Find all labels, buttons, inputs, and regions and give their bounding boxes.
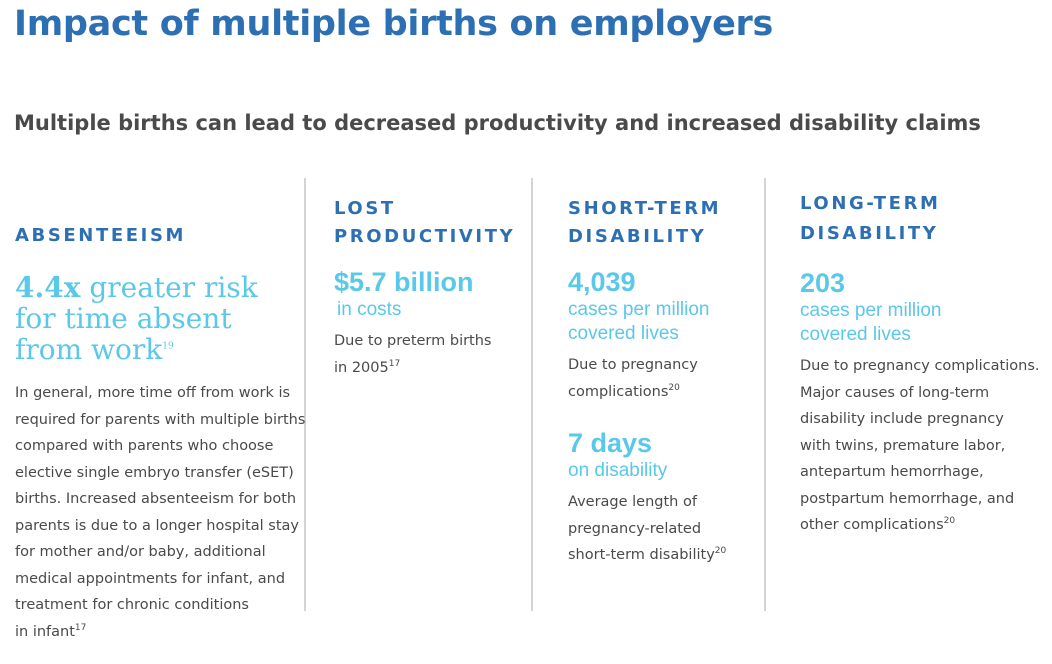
heading-line: LONG-TERM [800, 193, 941, 214]
body-line: treatment for chronic conditions [15, 597, 249, 613]
stat-sub-line: cases per million [568, 299, 710, 320]
body-line: other complications [800, 517, 944, 533]
body-line: compared with parents who choose [15, 438, 274, 454]
page-subtitle: Multiple births can lead to decreased pr… [14, 111, 981, 135]
footnote-ref: 20 [714, 546, 727, 557]
absenteeism-stat-text: for time absent [15, 302, 232, 335]
lost-productivity-column: LOST PRODUCTIVITY $5.7 billion in costs … [334, 195, 515, 381]
footnote-ref: 20 [668, 382, 680, 393]
body-line: in infant [15, 623, 75, 640]
body-line: births. Increased absenteeism for both [15, 491, 297, 507]
footnote-ref: 20 [943, 516, 956, 527]
heading-line: PRODUCTIVITY [334, 226, 516, 247]
heading-line: DISABILITY [800, 223, 939, 244]
body-line: medical appointments for infant, and [15, 570, 286, 587]
column-divider [764, 178, 766, 611]
page-title: Impact of multiple births on employers [14, 4, 774, 44]
body-line: pregnancy-related [568, 520, 702, 537]
body-line: short-term disability [568, 547, 715, 563]
heading-line: SHORT-TERM [568, 198, 722, 219]
short-term-stat-sub: cases per million covered lives [568, 298, 726, 346]
lost-productivity-stat-value: $5.7 billion [334, 267, 474, 297]
body-line: In general, more time off from work is [15, 385, 291, 401]
long-term-body: Due to pregnancy complications. Major ca… [800, 353, 1039, 539]
short-term-heading: SHORT-TERM DISABILITY [568, 195, 726, 251]
body-line: postpartum hemorrhage, and [800, 490, 1015, 507]
short-term-stat-value: 4,039 [568, 267, 636, 297]
short-term-days-value: 7 days [568, 428, 653, 458]
absenteeism-stat-text: greater risk [89, 271, 258, 304]
absenteeism-stat-value: 4.4x [15, 271, 81, 304]
footnote-ref: 17 [74, 622, 87, 633]
short-term-days-body: Average length of pregnancy-related shor… [568, 489, 726, 569]
column-divider [304, 178, 306, 611]
footnote-ref: 19 [162, 341, 174, 352]
absenteeism-stat: 4.4x greater risk for time absent from w… [15, 272, 305, 365]
short-term-disability-column: SHORT-TERM DISABILITY 4,039 cases per mi… [568, 195, 726, 569]
body-line: Average length of [568, 494, 697, 510]
lost-productivity-body: Due to preterm births in 200517 [334, 328, 515, 381]
absenteeism-stat-text: from work [15, 333, 163, 366]
footnote-ref: 17 [388, 358, 401, 369]
body-line: antepartum hemorrhage, [800, 464, 984, 480]
body-line: Major causes of long-term [800, 384, 990, 401]
absenteeism-body: In general, more time off from work is r… [15, 380, 305, 645]
body-line: in 2005 [334, 359, 389, 376]
absenteeism-column: ABSENTEEISM 4.4x greater risk for time a… [15, 222, 305, 645]
lost-productivity-stat-sub: in costs [337, 299, 402, 320]
short-term-body: Due to pregnancy complications20 [568, 352, 726, 405]
body-line: required for parents with multiple birth… [15, 411, 306, 428]
lost-productivity-heading: LOST PRODUCTIVITY [334, 195, 515, 251]
body-line: Due to pregnancy complications. [800, 358, 1040, 374]
stat-sub-line: cases per million [800, 300, 942, 321]
heading-line: LOST [334, 198, 396, 219]
column-divider [531, 178, 533, 611]
stat-sub-line: covered lives [568, 323, 679, 344]
long-term-heading: LONG-TERM DISABILITY [800, 189, 1039, 249]
body-line: Due to pregnancy [568, 357, 698, 373]
stat-sub-line: covered lives [800, 324, 911, 345]
short-term-days-sub: on disability [568, 460, 668, 481]
long-term-stat-sub: cases per million covered lives [800, 299, 1039, 347]
long-term-stat-value: 203 [800, 268, 846, 298]
body-line: with twins, premature labor, [800, 437, 1006, 454]
body-line: complications [568, 383, 669, 400]
body-line: disability include pregnancy [800, 411, 1004, 427]
body-line: parents is due to a longer hospital stay [15, 517, 300, 534]
body-line: for mother and/or baby, additional [15, 544, 266, 560]
absenteeism-heading: ABSENTEEISM [15, 225, 187, 246]
long-term-disability-column: LONG-TERM DISABILITY 203 cases per milli… [800, 189, 1039, 539]
body-line: Due to preterm births [334, 333, 492, 349]
heading-line: DISABILITY [568, 226, 707, 247]
body-line: elective single embryo transfer (eSET) [15, 464, 294, 481]
